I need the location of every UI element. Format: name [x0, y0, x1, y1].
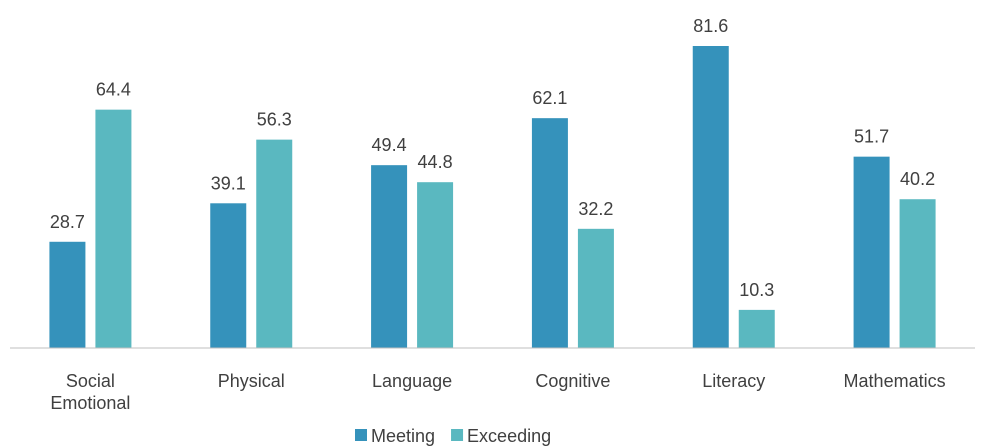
bar [899, 199, 936, 348]
legend-swatch [355, 429, 367, 441]
value-label: 40.2 [900, 169, 935, 189]
value-label: 39.1 [211, 173, 246, 193]
value-label: 51.7 [854, 127, 889, 147]
bar [738, 309, 775, 348]
bar [531, 118, 568, 348]
legend-swatch [451, 429, 464, 441]
value-label: 32.2 [578, 199, 613, 219]
x-tick-label: Language [372, 371, 453, 391]
value-label: 64.4 [96, 80, 131, 100]
bar [95, 109, 132, 348]
value-label: 28.7 [50, 212, 85, 232]
legend-label: Meeting [371, 426, 435, 446]
value-label: 56.3 [257, 110, 292, 130]
bar [577, 228, 614, 348]
value-label: 10.3 [739, 280, 774, 300]
x-tick-label: Literacy [702, 371, 766, 391]
x-tick-label: Cognitive [535, 371, 611, 391]
bar [853, 156, 890, 348]
bar [371, 165, 408, 348]
value-label: 49.4 [372, 135, 407, 155]
bar [210, 203, 247, 348]
value-label: 81.6 [693, 16, 728, 36]
value-label: 44.8 [418, 152, 453, 172]
bar [417, 182, 454, 348]
value-label: 62.1 [532, 88, 567, 108]
x-tick-label: Physical [217, 371, 285, 391]
x-tick-label: Mathematics [843, 371, 946, 391]
bar [256, 139, 293, 348]
x-tick-label: Social Emotional [50, 371, 131, 413]
bar [692, 46, 729, 348]
bar [49, 241, 86, 348]
legend-label: Exceeding [467, 426, 551, 446]
